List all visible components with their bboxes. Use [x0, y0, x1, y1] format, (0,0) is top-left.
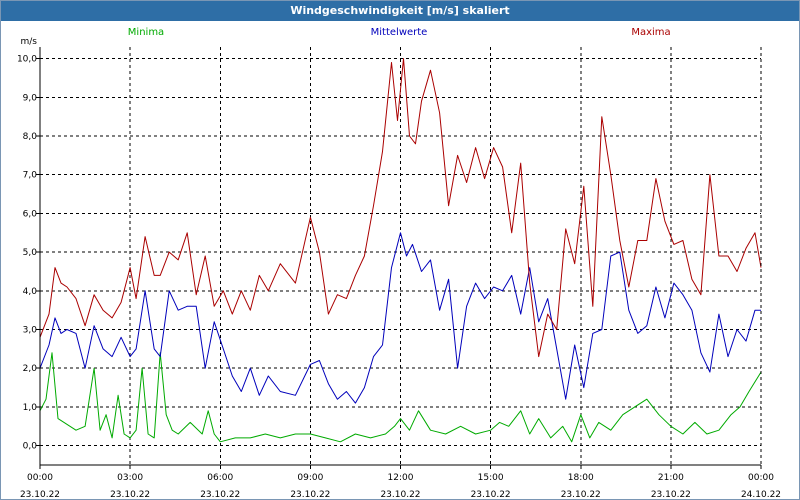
legend-entry-minima: Minima [128, 27, 164, 38]
x-tick-date: 23.10.22 [20, 490, 60, 499]
y-tick-label: 4,0 [23, 287, 38, 297]
x-tick-time: 21:00 [658, 473, 684, 483]
y-axis-unit-label: m/s [21, 37, 38, 47]
x-tick-time: 09:00 [297, 473, 323, 483]
x-tick-date: 23.10.22 [110, 490, 150, 499]
y-tick-label: 3,0 [23, 326, 38, 336]
y-tick-label: 5,0 [23, 248, 38, 258]
series-line-mittelwerte [39, 232, 761, 404]
x-tick-date: 23.10.22 [561, 490, 601, 499]
y-tick-label: 9,0 [23, 93, 38, 103]
series-lines [39, 58, 762, 443]
legend-entry-maxima: Maxima [631, 27, 670, 38]
legend-entry-mittelwerte: Mittelwerte [371, 27, 428, 38]
grid-lines [40, 47, 761, 465]
y-tick-label: 10,0 [17, 55, 37, 65]
x-tick-date: 23.10.22 [200, 490, 240, 499]
x-tick-time: 03:00 [117, 473, 143, 483]
x-tick-time: 15:00 [478, 473, 504, 483]
x-tick-time: 18:00 [568, 473, 594, 483]
x-tick-time: 12:00 [388, 473, 414, 483]
x-tick-time: 00:00 [748, 473, 774, 483]
x-tick-date: 23.10.22 [651, 490, 691, 499]
y-tick-label: 2,0 [23, 364, 38, 374]
x-tick-date: 23.10.22 [380, 490, 420, 499]
series-line-minima [39, 352, 762, 443]
legend: Minima Mittelwerte Maxima [128, 27, 671, 38]
x-tick-date: 24.10.22 [741, 490, 781, 499]
window-title: Windgeschwindigkeit [m/s] skaliert [1, 1, 799, 21]
x-tick-time: 00:00 [27, 473, 53, 483]
x-tick-date: 23.10.22 [471, 490, 511, 499]
y-tick-label: 6,0 [23, 209, 38, 219]
y-tick-label: 7,0 [23, 171, 38, 181]
wind-speed-chart: 0,0 1,0 2,0 3,0 4,0 5,0 6,0 7,0 8,0 9,0 10,0 00:00 2… [17, 27, 781, 499]
y-tick-label: 1,0 [23, 403, 38, 413]
y-tick-label: 0,0 [23, 442, 38, 452]
series-line-maxima [39, 58, 762, 358]
x-tick-time: 06:00 [207, 473, 233, 483]
x-tick-date: 23.10.22 [290, 490, 330, 499]
axes: 0,0 1,0 2,0 3,0 4,0 5,0 6,0 7,0 8,0 9,0 10,0 00:00 2… [17, 37, 781, 499]
y-tick-label: 8,0 [23, 132, 38, 142]
